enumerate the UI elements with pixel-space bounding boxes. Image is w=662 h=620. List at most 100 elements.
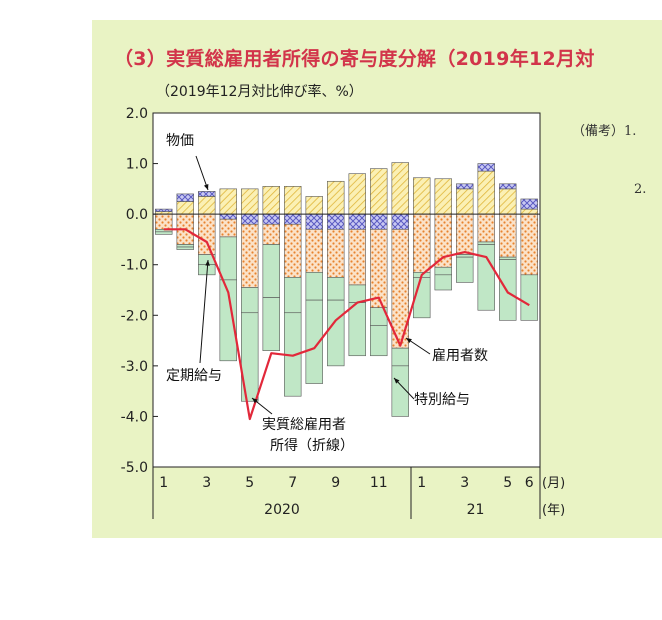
bar-price-2020-08: [305, 196, 323, 215]
bar-price-2020-10: [348, 173, 366, 215]
bar-price-2020-12: [391, 162, 409, 215]
leader-regular-wage-head: [205, 260, 210, 266]
annotation-special-wage: 特別給与: [414, 392, 470, 408]
bar-special-wage-2021-03: [456, 254, 474, 258]
bar-special-wage-2020-05: [241, 287, 259, 314]
plot-area: [153, 113, 540, 467]
bar-regular-wage-2020-09: [327, 229, 345, 278]
bar-employees-2021-04: [477, 163, 495, 172]
bar-employees-2020-12: [391, 213, 409, 230]
bar-price-2021-04: [477, 170, 495, 215]
y-tick-label: -1.0: [121, 258, 148, 274]
bar-price-2020-07: [284, 186, 302, 215]
bar-employees-2020-09: [327, 213, 345, 230]
stacked-bar-chart: 2.01.00.0-1.0-2.0-3.0-4.0-5.01 3 5 7 9 11 1 3 5 6…: [121, 106, 565, 519]
plot-frame: [152, 112, 541, 468]
annotation-employees: 雇用者数: [432, 347, 488, 364]
bar-special-wage-2021-04: [477, 241, 495, 245]
bar-employees-2021-06: [520, 198, 538, 210]
bar-regular-wage-2020-01: [155, 213, 173, 230]
bar-remainder-2020-05: [241, 312, 259, 402]
bar-regular-wage-2020-05: [241, 223, 259, 288]
x-tick-label: 5: [245, 475, 254, 491]
bar-remainder-2020-08: [305, 299, 323, 384]
bar-employees-2020-06: [262, 213, 280, 225]
annotation-regular-wage: 定期給与: [166, 368, 222, 384]
bar-price-2020-06: [262, 186, 280, 215]
y-tick-label: 2.0: [126, 106, 148, 122]
year-unit-label: (年): [542, 503, 565, 518]
bar-regular-wage-2021-01: [413, 213, 431, 273]
annotation-real-income-1: 実質総雇用者: [262, 416, 346, 433]
leader-special-wage-head: [394, 378, 400, 384]
year-label: 2020: [264, 502, 300, 518]
note-2: 2.: [634, 182, 647, 197]
plot-background: [153, 113, 540, 467]
x-tick-label: 9: [331, 475, 340, 491]
bar-special-wage-2020-08: [305, 272, 323, 301]
bar-price-2021-05: [499, 188, 517, 215]
bar-remainder-2021-04: [477, 244, 495, 311]
year-label: 21: [467, 502, 485, 518]
bar-price-2021-02: [434, 178, 452, 215]
bar-price-2020-11: [370, 168, 388, 215]
bar-employees-2020-10: [348, 213, 366, 230]
bar-price-2021-06: [520, 208, 538, 215]
bar-remainder-2020-02: [176, 246, 194, 250]
bar-special-wage-2021-02: [434, 266, 452, 276]
x-tick-label: 6: [525, 475, 534, 491]
y-tick-label: -2.0: [121, 308, 148, 324]
x-tick-label: 3: [460, 475, 469, 491]
bar-remainder-2020-06: [262, 297, 280, 351]
bar-special-wage-2020-12: [391, 347, 409, 367]
bar-regular-wage-2020-08: [305, 229, 323, 273]
chart-unit-subtitle: （2019年12月対比伸び率、%）: [156, 84, 363, 100]
y-tick-label: -4.0: [121, 409, 148, 425]
bar-remainder-2021-03: [456, 256, 474, 283]
y-tick-label: -5.0: [121, 460, 148, 476]
bar-employees-2020-01: [155, 208, 173, 212]
bar-employees-2020-05: [241, 213, 259, 225]
bar-special-wage-2020-10: [348, 284, 366, 303]
bar-remainder-2020-12: [391, 365, 409, 417]
leader-employees-head: [406, 338, 412, 344]
bar-employees-2020-03: [198, 191, 216, 197]
bar-price-2020-02: [176, 201, 194, 215]
bar-regular-wage-2020-06: [262, 223, 280, 245]
chart-title: （3）実質総雇用者所得の寄与度分解（2019年12月対: [114, 48, 595, 70]
y-tick-label: 0.0: [126, 207, 148, 223]
bar-regular-wage-2021-03: [456, 213, 474, 255]
bar-remainder-2020-10: [348, 302, 366, 357]
y-tick-label: -3.0: [121, 359, 148, 375]
bar-special-wage-2020-09: [327, 277, 345, 301]
line-group: [163, 228, 530, 421]
bar-remainder-2021-05: [499, 259, 517, 321]
leader-real-income-head: [252, 398, 258, 404]
bar-regular-wage-2021-05: [499, 213, 517, 258]
leader-regular-wage: [199, 259, 209, 364]
bar-remainder-2020-09: [327, 299, 345, 367]
bar-regular-wage-2020-10: [348, 229, 366, 286]
bar-regular-wage-2021-02: [434, 213, 452, 268]
leader-price: [195, 155, 209, 191]
bar-employees-2020-04: [219, 213, 237, 220]
bar-regular-wage-2021-04: [477, 213, 495, 243]
bar-regular-wage-2020-04: [219, 218, 237, 238]
y-tick-label: 1.0: [126, 157, 148, 173]
bar-special-wage-2020-04: [219, 236, 237, 281]
bar-regular-wage-2020-03: [198, 213, 216, 255]
bar-price-2021-01: [413, 177, 431, 215]
bar-employees-2021-05: [499, 183, 517, 190]
x-tick-label: 11: [370, 475, 388, 491]
bar-employees-2020-11: [370, 213, 388, 230]
bar-special-wage-2020-06: [262, 244, 280, 298]
bar-regular-wage-2021-06: [520, 213, 538, 276]
x-tick-label: 3: [202, 475, 211, 491]
bar-special-wage-2020-02: [176, 244, 194, 248]
bar-price-2020-03: [198, 196, 216, 215]
bar-price-2020-04: [219, 188, 237, 215]
x-unit-label: (月): [542, 476, 565, 491]
line-real-total-income: [163, 228, 530, 421]
x-tick-label: 1: [417, 475, 426, 491]
